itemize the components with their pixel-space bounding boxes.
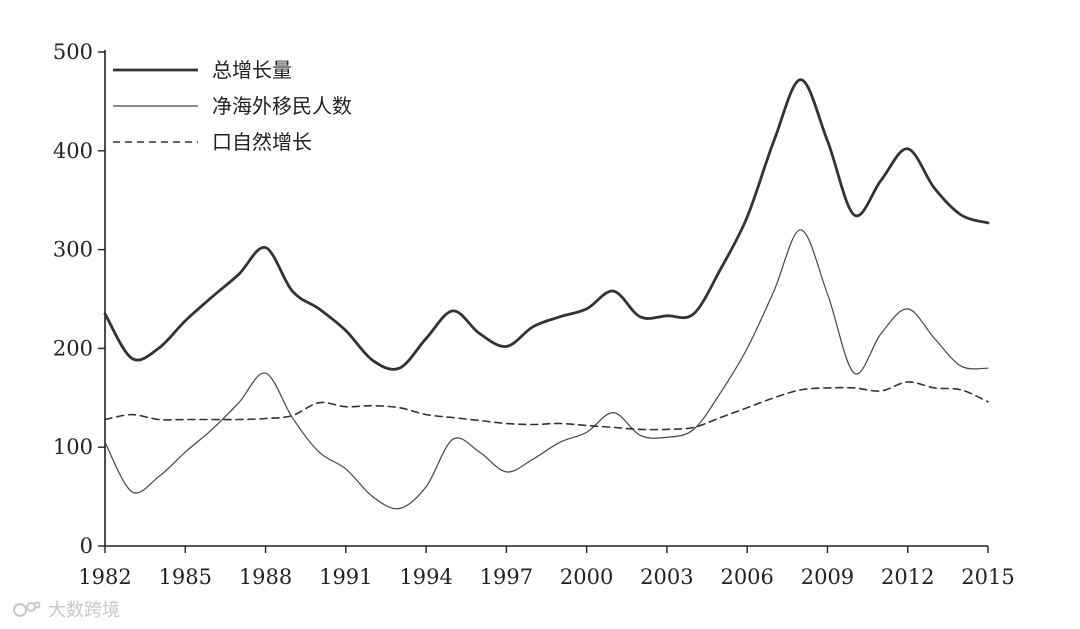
y-tick-label: 500 <box>53 40 93 64</box>
legend-label-1: 净海外移民人数 <box>212 94 352 118</box>
watermark-text: 大数跨境 <box>48 600 120 621</box>
x-tick-label: 1997 <box>480 565 533 589</box>
y-tick-label: 200 <box>53 336 93 360</box>
x-tick-label: 1991 <box>319 565 372 589</box>
y-tick-label: 100 <box>53 435 93 459</box>
watermark-logo-icon <box>13 601 41 617</box>
x-tick-label: 2006 <box>720 565 773 589</box>
x-tick-label: 1985 <box>159 565 212 589</box>
watermark: 大数跨境 <box>12 596 120 622</box>
x-tick-label: 1988 <box>239 565 292 589</box>
y-tick-label: 0 <box>80 534 93 558</box>
legend-label-0: 总增长量 <box>212 58 292 82</box>
chart-series <box>103 78 990 510</box>
chart-tick-labels: 0 100 200 300 400 500 1982 1985 1988 1991 1994 1997… <box>53 40 1015 589</box>
x-tick-label: 2015 <box>961 565 1014 589</box>
x-tick-label: 2012 <box>881 565 934 589</box>
x-tick-label: 2009 <box>801 565 854 589</box>
series-line-1 <box>104 229 989 510</box>
legend-label-2: 口自然增长 <box>212 130 312 154</box>
y-tick-label: 400 <box>53 139 93 163</box>
series-line-0 <box>103 78 990 371</box>
chart-axes <box>98 50 989 553</box>
x-tick-label: 1982 <box>78 565 131 589</box>
x-tick-label: 1994 <box>399 565 452 589</box>
y-tick-label: 300 <box>53 238 93 262</box>
x-tick-label: 2003 <box>640 565 693 589</box>
series-line-2 <box>104 381 989 431</box>
x-tick-label: 2000 <box>560 565 613 589</box>
